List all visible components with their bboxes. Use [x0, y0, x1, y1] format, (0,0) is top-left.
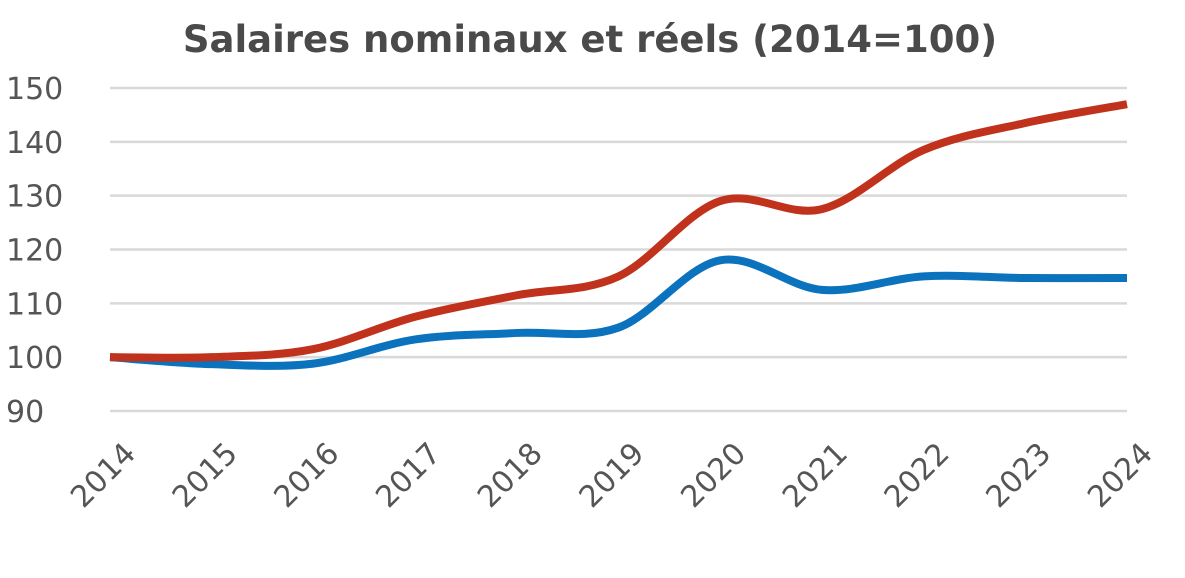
x-tick-label: 2020: [674, 436, 753, 515]
y-tick-label: 110: [6, 287, 63, 322]
x-tick-label: 2016: [268, 436, 347, 515]
x-tick-label: 2014: [64, 436, 143, 515]
y-tick-label: 120: [6, 234, 63, 269]
y-tick-label: 130: [6, 180, 63, 215]
y-tick-label: 140: [6, 126, 63, 161]
x-tick-label: 2018: [471, 436, 550, 515]
x-tick-label: 2017: [369, 436, 448, 515]
x-tick-label: 2015: [166, 436, 245, 515]
series-line-salaires-nominaux: [109, 100, 1128, 362]
series-line-salaires-r-els: [109, 255, 1128, 370]
y-tick-label: 90: [6, 395, 44, 430]
x-tick-label: 2024: [1081, 436, 1160, 515]
chart-title: Salaires nominaux et réels (2014=100): [183, 18, 997, 61]
x-tick-label: 2023: [979, 436, 1058, 515]
x-tick-label: 2022: [878, 436, 957, 515]
y-tick-label: 150: [6, 72, 63, 107]
x-tick-label: 2021: [776, 436, 855, 515]
y-tick-label: 100: [6, 341, 63, 376]
x-tick-label: 2019: [573, 436, 652, 515]
